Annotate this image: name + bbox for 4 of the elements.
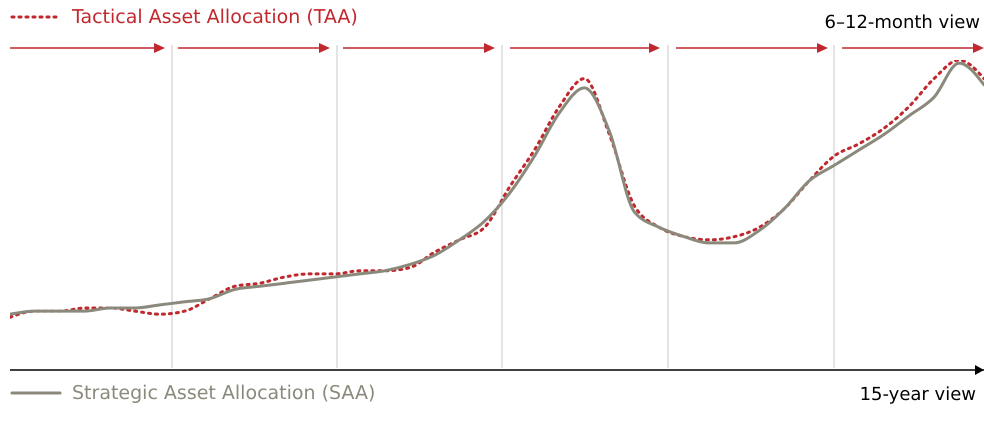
legend-label: Strategic Asset Allocation (SAA)	[72, 382, 376, 404]
text: 6–12-month view	[824, 12, 980, 33]
text: 15-year view	[860, 384, 976, 405]
legend-label: Tactical Asset Allocation (TAA)	[72, 6, 358, 28]
